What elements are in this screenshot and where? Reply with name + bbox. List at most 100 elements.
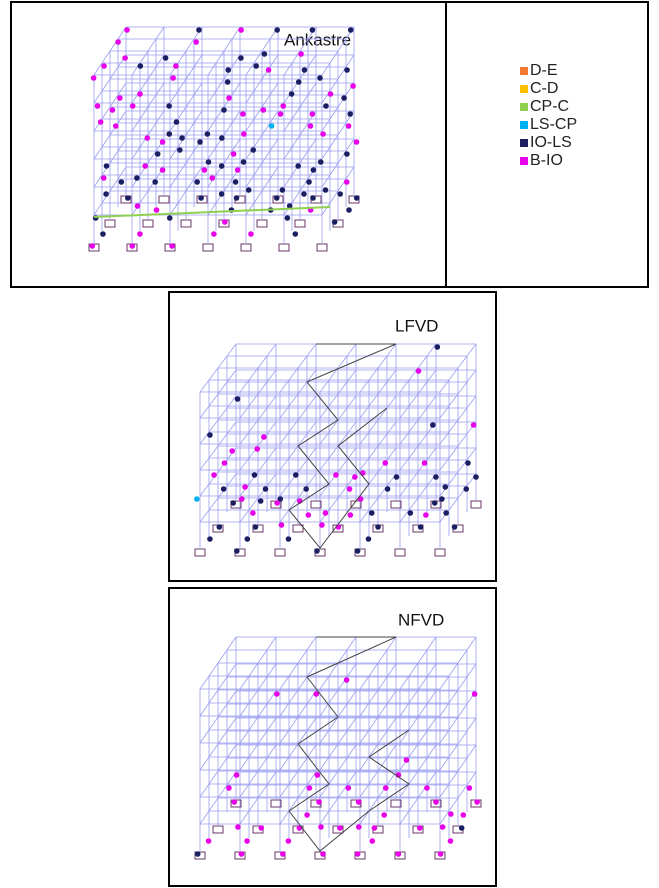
beam	[226, 717, 237, 732]
hinge	[431, 500, 438, 506]
beam	[346, 663, 357, 678]
hinge	[415, 368, 422, 374]
hinge	[355, 799, 362, 805]
hinge	[207, 536, 213, 542]
hinge	[292, 231, 299, 237]
hinge	[89, 243, 96, 249]
beam	[346, 636, 357, 651]
beam	[217, 730, 228, 745]
hinge	[254, 446, 261, 452]
beam	[306, 369, 317, 383]
beam	[261, 150, 271, 164]
hinge	[124, 27, 130, 33]
beam	[169, 90, 179, 104]
beam	[377, 757, 388, 772]
hinge	[265, 67, 272, 73]
beam	[288, 716, 299, 731]
hinge	[395, 851, 402, 857]
hinge	[320, 131, 326, 137]
support	[390, 500, 402, 509]
hinge	[225, 67, 232, 73]
beam	[319, 810, 330, 825]
hinge	[322, 187, 329, 193]
beam	[307, 82, 317, 96]
hinge	[103, 163, 110, 169]
hinge	[347, 111, 353, 117]
beam	[207, 90, 217, 104]
beam	[345, 54, 355, 68]
beam	[297, 703, 308, 718]
beam	[457, 730, 468, 745]
hinge	[465, 460, 471, 466]
beam	[109, 150, 119, 164]
beam	[346, 369, 357, 383]
beam	[117, 138, 127, 152]
hinge	[277, 496, 284, 502]
hinge	[211, 472, 217, 478]
beam	[226, 343, 237, 357]
beam	[223, 38, 233, 52]
beam	[386, 663, 397, 678]
beam	[147, 94, 157, 108]
beam	[377, 649, 388, 664]
hinge	[285, 536, 292, 542]
hinge	[284, 215, 291, 221]
beam	[266, 636, 277, 651]
beam	[408, 689, 419, 704]
beam	[337, 122, 347, 136]
beam	[306, 636, 317, 651]
hinge	[238, 55, 244, 61]
beam	[321, 118, 331, 132]
beam	[329, 106, 339, 120]
hinge	[303, 486, 309, 492]
beam	[283, 174, 293, 188]
hinge	[201, 167, 208, 173]
hinge	[97, 119, 104, 125]
beam	[346, 744, 357, 759]
hinge	[306, 179, 312, 185]
support	[142, 219, 154, 228]
beam	[239, 675, 250, 690]
beam	[257, 676, 268, 691]
beam	[239, 810, 250, 825]
hinge	[166, 103, 172, 109]
hinge	[279, 187, 286, 193]
beam	[359, 783, 370, 798]
support	[316, 243, 328, 252]
beam	[426, 744, 437, 759]
hinge	[309, 27, 316, 33]
hinge	[429, 422, 436, 428]
beam	[346, 395, 357, 409]
beam	[199, 702, 210, 717]
beam	[417, 407, 428, 421]
beam	[199, 729, 210, 744]
hinge	[244, 536, 251, 542]
hinge	[344, 151, 350, 157]
hinge	[305, 512, 312, 518]
legend-label: LS-CP	[530, 116, 577, 133]
hinge	[313, 691, 320, 697]
support	[194, 548, 206, 557]
beam	[257, 784, 268, 799]
hinge	[173, 63, 179, 69]
hinge	[416, 825, 423, 831]
beam	[337, 485, 348, 499]
beam	[257, 730, 268, 745]
beam	[109, 66, 119, 80]
beam	[253, 50, 263, 64]
hinge	[318, 824, 324, 830]
hinge	[296, 825, 303, 831]
beam	[279, 729, 290, 744]
support	[240, 243, 252, 252]
beam	[426, 447, 437, 461]
hinge	[209, 175, 216, 181]
support	[350, 500, 362, 509]
hinge	[154, 151, 161, 157]
hinge	[258, 825, 265, 831]
beam	[306, 663, 317, 678]
hinge	[301, 67, 308, 73]
beam	[337, 649, 348, 664]
beam	[439, 702, 450, 717]
beam	[279, 509, 290, 523]
beam	[93, 62, 103, 76]
